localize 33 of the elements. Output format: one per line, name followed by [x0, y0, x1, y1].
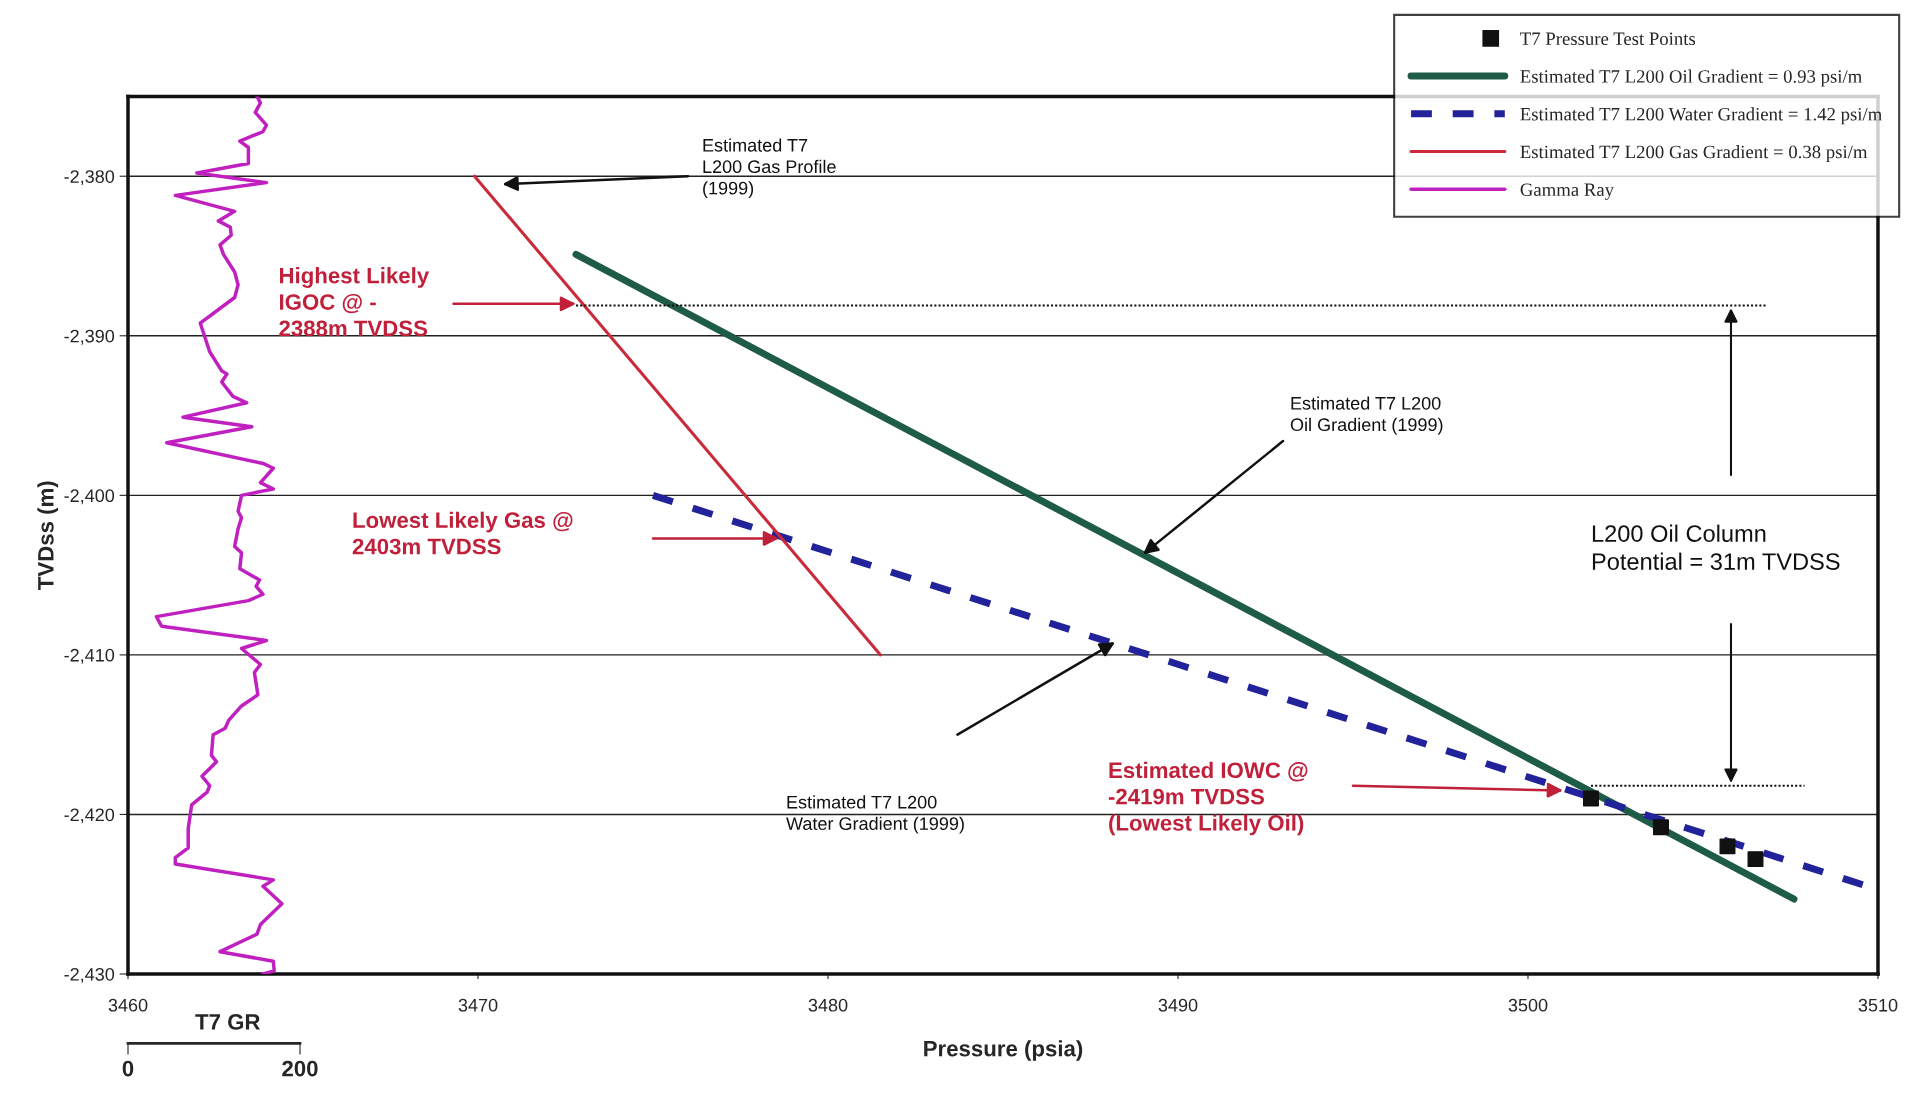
y-tick-label: -2,410 — [64, 648, 115, 664]
legend-label: Estimated T7 L200 Gas Gradient = 0.38 psi/m — [1520, 145, 1868, 163]
legend-label: T7 Pressure Test Points — [1520, 32, 1696, 46]
annotation: Estimated T7 L200 Gas Profile (1999) — [703, 138, 836, 199]
x2-axis-title: T7 GR — [195, 1014, 261, 1030]
annotation: Highest Likely IGOC @ - 2388m TVDSS — [279, 267, 430, 337]
x-tick-label: 3460 — [108, 998, 148, 1012]
legend-label: Gamma Ray — [1520, 183, 1614, 200]
y-tick-label: -2,430 — [64, 967, 115, 983]
x-tick-label: 3470 — [458, 998, 498, 1012]
legend-label: Estimated T7 L200 Oil Gradient = 0.93 psi/m — [1520, 69, 1862, 87]
annotation: Estimated IOWC @ -2419m TVDSS (Lowest Likely Oil) — [1108, 761, 1308, 836]
annotation: Estimated T7 L200 Water Gradient (1999) — [786, 795, 964, 834]
x2-tick-label: 0 — [122, 1060, 134, 1077]
x-tick-label: 3490 — [1158, 998, 1198, 1012]
point — [1747, 851, 1764, 868]
x2-tick-label: 200 — [282, 1060, 318, 1077]
y-tick-label: -2,400 — [64, 489, 115, 505]
point — [1719, 838, 1736, 855]
x-axis-title: Pressure (psia) — [924, 1040, 1083, 1061]
y-tick-label: -2,390 — [64, 329, 115, 345]
y-axis-title: TVDss (m) — [37, 481, 59, 590]
x-tick-label: 3480 — [808, 998, 848, 1012]
point — [1653, 819, 1669, 836]
x-tick-label: 3500 — [1508, 998, 1548, 1012]
y-tick-label: -2,380 — [64, 170, 115, 186]
annotation: Estimated T7 L200 Oil Gradient (1999) — [1290, 396, 1443, 435]
annotation: Lowest Likely Gas @ 2403m TVDSS — [352, 511, 573, 555]
x-tick-label: 3510 — [1858, 998, 1898, 1012]
point — [1583, 790, 1599, 807]
legend-label: Estimated T7 L200 Water Gradient = 1.42 psi/m — [1520, 107, 1882, 125]
annotation: L200 Oil Column Potential = 31m TVDSS — [1592, 524, 1840, 570]
y-tick-label: -2,420 — [64, 808, 115, 824]
